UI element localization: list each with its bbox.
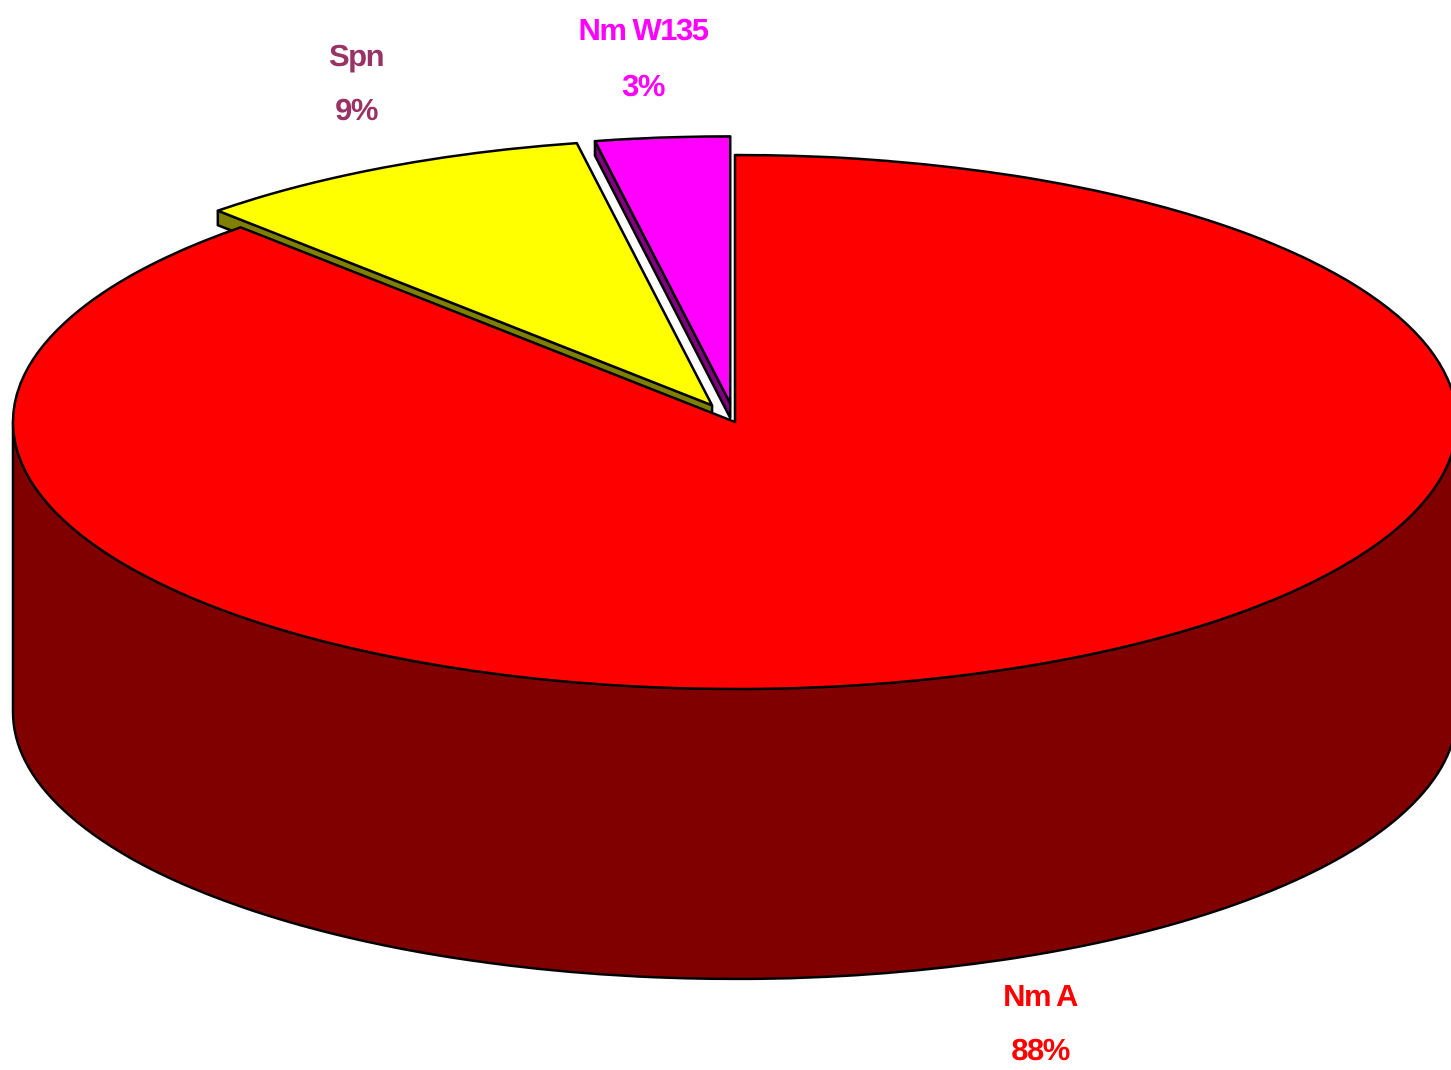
value-label: 3% [622,68,665,103]
category-label: Nm A [1003,978,1078,1013]
value-label: 9% [335,92,378,127]
slice [11,153,1451,691]
slice [216,141,714,407]
value-label: 88% [1011,1032,1069,1067]
slice [593,135,732,405]
pie [11,135,1451,981]
category-label: Nm W135 [578,12,708,47]
category-label: Spn [329,38,384,73]
